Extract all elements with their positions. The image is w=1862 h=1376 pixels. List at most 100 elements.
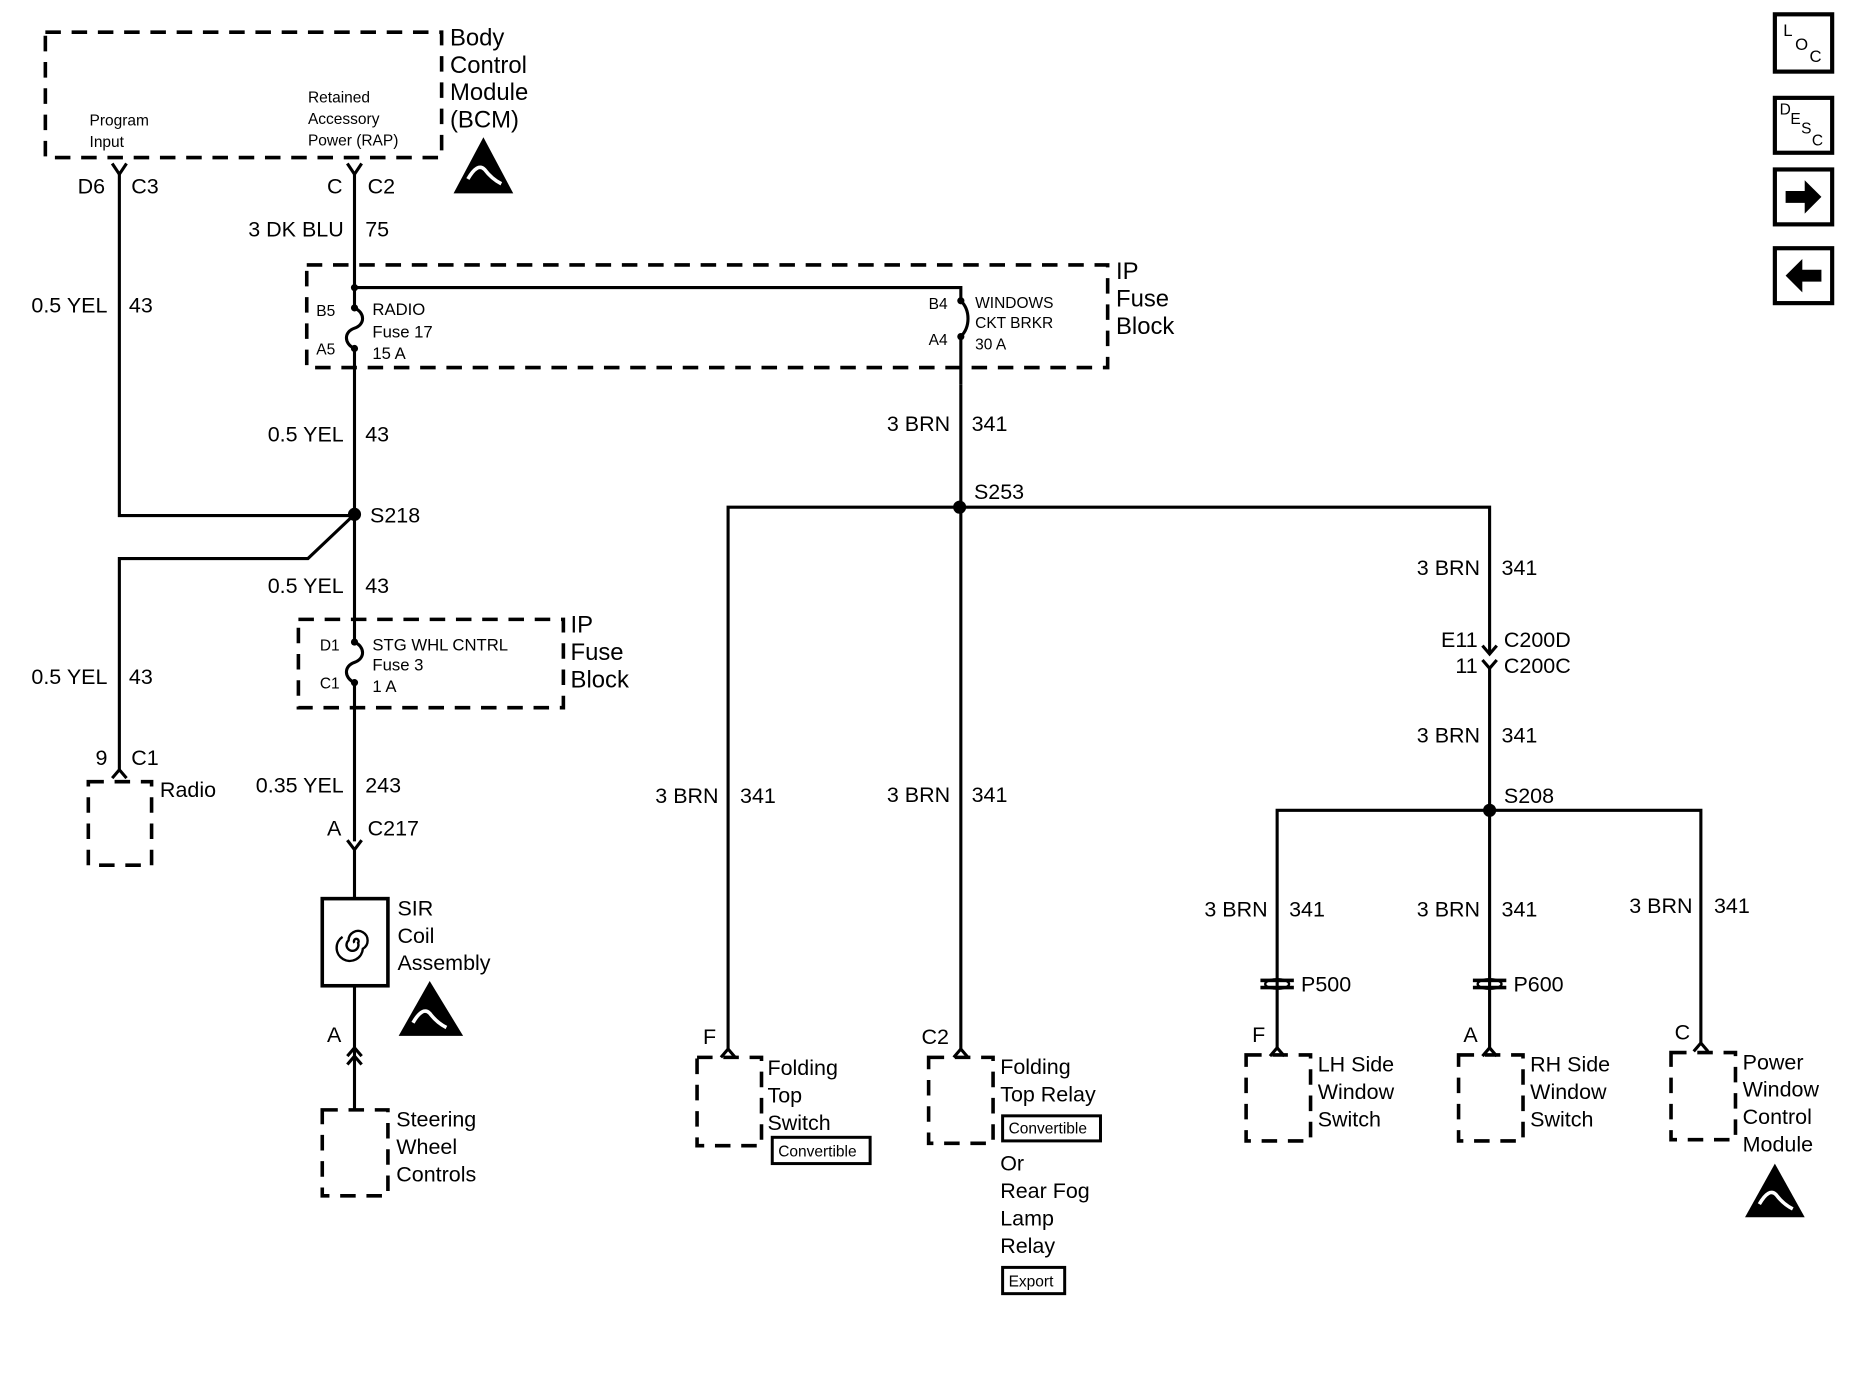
fuse-icon — [344, 640, 365, 685]
label-ip-fuse-block-2-title-0: IP — [571, 612, 594, 639]
label-nav-desc-3: C — [1812, 133, 1823, 150]
label-steering-lines-2: Controls — [396, 1162, 476, 1186]
label-pwm-lines-0: Power — [1743, 1050, 1804, 1074]
label-wires-yel-243-size: 0.35 YEL — [256, 773, 344, 797]
label-wires-brn-right-mid-circuit: 341 — [1502, 723, 1538, 747]
label-ip-fuse-block-2-stg-fuse-pin-in: D1 — [320, 637, 340, 654]
label-folding-relay-badge: Convertible — [1009, 1121, 1087, 1138]
label-sir-lines-0: SIR — [397, 896, 433, 920]
label-folding-relay-pin: C2 — [921, 1025, 948, 1049]
wire — [354, 286, 963, 385]
wire — [346, 162, 363, 178]
label-lh-switch-lines-0: LH Side — [1318, 1053, 1394, 1077]
label-wires-brn-fold-relay-circuit: 341 — [972, 783, 1008, 807]
connector-p500: P500 — [1260, 973, 1351, 997]
diagram-mark — [350, 284, 359, 292]
label-bcm-rap-2: Power (RAP) — [308, 133, 398, 150]
component-outline — [86, 779, 154, 868]
label-wires-yel-fuse-out-size: 0.5 YEL — [268, 423, 344, 447]
label-folding-relay-or-lines-2: Lamp — [1000, 1207, 1054, 1231]
label-ip-fuse-block-1-windows-breaker-pin-out: A4 — [929, 332, 948, 349]
component-outline — [926, 1055, 995, 1146]
label-wires-brn-fold-switch-circuit: 341 — [740, 784, 776, 808]
label-wires-yel-radio-circuit: 43 — [129, 665, 153, 689]
label-wires-brn-right-mid-size: 3 BRN — [1417, 723, 1480, 747]
label-wires-brn-rh-circuit: 341 — [1502, 898, 1538, 922]
wire — [952, 1046, 970, 1059]
label-wires-brn-rh-size: 3 BRN — [1417, 898, 1480, 922]
wire — [111, 767, 128, 780]
diagram-mark — [1745, 1163, 1805, 1218]
label-c200-pin-d: E11 — [1441, 628, 1478, 652]
label-splices-s218: S218 — [370, 504, 420, 528]
label-wires-brn-pwm-size: 3 BRN — [1629, 894, 1692, 918]
label-folding-relay-lines-1: Top Relay — [1000, 1083, 1096, 1107]
label-radio-pin: 9 — [95, 746, 107, 770]
label-pwm-lines-2: Control — [1743, 1105, 1812, 1129]
label-ip-fuse-block-1-radio-fuse-pin-in: B5 — [316, 303, 335, 320]
label-nav-desc-0: D — [1780, 102, 1791, 119]
label-ip-fuse-block-2-stg-fuse-pin-out: C1 — [320, 676, 340, 693]
arrow-left-icon — [1785, 258, 1822, 293]
label-folding-switch-lines-2: Switch — [767, 1111, 830, 1135]
desc-button[interactable]: D E S C — [1772, 95, 1835, 155]
component-outline — [1244, 1053, 1313, 1143]
label-ip-fuse-block-2-title-2: Block — [571, 666, 629, 693]
wire — [117, 513, 356, 770]
label-nav-desc-1: E — [1790, 111, 1800, 128]
label-pwm-lines-3: Module — [1743, 1133, 1813, 1157]
back-button[interactable] — [1772, 246, 1835, 306]
diagram-mark — [453, 137, 514, 194]
coil-spiral-icon — [335, 929, 369, 963]
label-ip-fuse-block-1-title-0: IP — [1116, 258, 1139, 285]
wire — [719, 1046, 737, 1059]
label-wires-yel-radio-size: 0.5 YEL — [31, 665, 107, 689]
label-folding-relay-or-lines-3: Relay — [1000, 1234, 1055, 1258]
label-folding-relay-or-lines-1: Rear Fog — [1000, 1179, 1090, 1203]
circuit-breaker-icon — [959, 299, 970, 338]
label-ip-fuse-block-1-windows-breaker-lines-1: CKT BRKR — [975, 315, 1053, 332]
label-bcm-program-input-0: Program — [90, 112, 149, 129]
label-radio-label: Radio — [160, 778, 216, 802]
body-control-module: Body Control Module (BCM) Program Input … — [43, 24, 528, 194]
label-wires-dkblu-size: 3 DK BLU — [248, 217, 343, 241]
diagram-mark — [1476, 977, 1503, 990]
diagram-mark — [411, 1009, 448, 1030]
label-wires-brn-pwm-circuit: 341 — [1714, 894, 1750, 918]
steering-wheel-controls: Steering Wheel Controls — [320, 1108, 476, 1198]
power-window-control-module: Power Window Control Module — [1669, 1050, 1820, 1218]
label-c200-pin-c: 11 — [1455, 654, 1477, 678]
label-wires-yel-fuse-out-circuit: 43 — [365, 423, 389, 447]
wire — [346, 1045, 363, 1066]
diagram-mark — [466, 165, 503, 186]
label-steering-lines-0: Steering — [396, 1108, 476, 1132]
label-ip-fuse-block-1-title-2: Block — [1116, 313, 1174, 340]
label-splices-s208: S208 — [1504, 784, 1554, 808]
diagram-mark — [350, 344, 359, 353]
wire — [726, 505, 1492, 1051]
label-ip-fuse-block-1-radio-fuse-pin-out: A5 — [316, 341, 335, 358]
label-folding-relay-badge2: Export — [1009, 1273, 1054, 1290]
esd-sensitive-icon — [398, 980, 464, 1036]
lh-side-window-switch: LH Side Window Switch — [1244, 1053, 1395, 1143]
label-pwm-lines-1: Window — [1743, 1078, 1820, 1102]
rh-side-window-switch: RH Side Window Switch — [1456, 1053, 1610, 1143]
label-ip-fuse-block-2-stg-fuse-lines-2: 1 A — [372, 677, 397, 696]
convertible-badge — [770, 1135, 872, 1166]
loc-button[interactable]: L O C — [1772, 12, 1835, 74]
esd-sensitive-icon — [453, 137, 514, 194]
diagram-mark — [1264, 977, 1291, 990]
label-c200-conn-d: C200D — [1504, 628, 1571, 652]
diagram-mark — [350, 638, 359, 646]
next-button[interactable] — [1772, 167, 1835, 227]
label-wires-brn-right-top-circuit: 341 — [1502, 556, 1538, 580]
convertible-badge — [1001, 1114, 1102, 1143]
label-bcm-title-1: Control — [450, 52, 527, 79]
label-wires-brn-fold-relay-size: 3 BRN — [887, 783, 950, 807]
folding-top-switch: Folding Top Switch Convertible — [695, 1055, 872, 1166]
label-lh-switch-pin: F — [1252, 1023, 1265, 1047]
label-ip-fuse-block-1-radio-fuse-lines-0: RADIO — [372, 300, 425, 319]
esd-sensitive-icon — [1745, 1163, 1805, 1218]
diagram-mark — [350, 304, 359, 312]
